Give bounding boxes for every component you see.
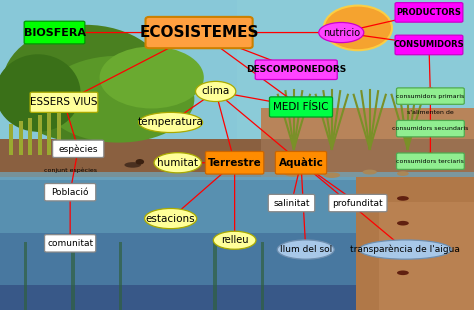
Bar	[47, 112, 51, 155]
Ellipse shape	[363, 170, 377, 175]
Ellipse shape	[397, 221, 409, 226]
Ellipse shape	[145, 209, 197, 229]
FancyBboxPatch shape	[275, 151, 327, 174]
Bar	[0, 177, 474, 310]
Text: conjunt espècies: conjunt espècies	[44, 167, 97, 173]
Text: comunitat: comunitat	[47, 239, 93, 248]
Text: consumidors secundaris: consumidors secundaris	[392, 126, 469, 131]
Text: ESSERS VIUS: ESSERS VIUS	[30, 97, 98, 107]
Ellipse shape	[138, 113, 202, 133]
Bar	[118, 242, 122, 310]
Circle shape	[136, 159, 144, 165]
Text: ECOSISTEMES: ECOSISTEMES	[139, 25, 259, 40]
Bar	[28, 118, 32, 155]
Ellipse shape	[2, 25, 168, 143]
Bar	[261, 242, 264, 310]
Ellipse shape	[124, 162, 141, 168]
Text: salinitat: salinitat	[273, 198, 310, 208]
FancyBboxPatch shape	[268, 194, 315, 212]
Ellipse shape	[277, 240, 334, 259]
FancyBboxPatch shape	[146, 17, 253, 48]
Bar	[0, 172, 474, 180]
FancyBboxPatch shape	[395, 35, 463, 55]
FancyBboxPatch shape	[205, 151, 264, 174]
Text: llum del sol: llum del sol	[280, 245, 332, 254]
FancyBboxPatch shape	[328, 194, 387, 212]
Text: Terrestre: Terrestre	[208, 158, 262, 168]
Bar	[0, 285, 474, 310]
Bar	[261, 161, 474, 177]
Bar	[19, 121, 23, 155]
Bar	[261, 108, 474, 177]
FancyBboxPatch shape	[30, 92, 98, 112]
Ellipse shape	[324, 6, 392, 50]
FancyBboxPatch shape	[396, 153, 464, 169]
FancyBboxPatch shape	[396, 120, 464, 137]
Text: Població: Població	[51, 188, 89, 197]
Ellipse shape	[323, 172, 340, 178]
Ellipse shape	[397, 196, 409, 201]
Ellipse shape	[359, 240, 451, 259]
Ellipse shape	[154, 153, 201, 173]
Bar	[0, 140, 474, 177]
Bar	[24, 242, 27, 310]
Bar	[71, 242, 75, 310]
FancyBboxPatch shape	[269, 97, 333, 117]
Ellipse shape	[397, 171, 409, 176]
Text: consumidors terciaris: consumidors terciaris	[396, 159, 465, 164]
Text: relleu: relleu	[221, 235, 248, 245]
Bar	[0, 0, 474, 149]
Ellipse shape	[397, 270, 409, 275]
Text: DESCOMPONEDORS: DESCOMPONEDORS	[246, 65, 346, 74]
Text: s'alimenten de: s'alimenten de	[407, 110, 454, 115]
Ellipse shape	[43, 56, 194, 143]
Text: MEDI FÍSIC: MEDI FÍSIC	[273, 102, 329, 112]
Bar	[57, 108, 61, 155]
Ellipse shape	[100, 46, 204, 108]
Bar	[237, 0, 474, 149]
Text: temperatura: temperatura	[138, 117, 203, 127]
FancyBboxPatch shape	[45, 184, 96, 201]
Text: consumidors primaris: consumidors primaris	[396, 94, 465, 99]
Text: Aquàtic: Aquàtic	[279, 157, 323, 168]
Ellipse shape	[213, 231, 256, 249]
Text: PRODUCTORS: PRODUCTORS	[397, 8, 461, 17]
FancyBboxPatch shape	[45, 235, 96, 252]
Ellipse shape	[0, 54, 81, 132]
FancyBboxPatch shape	[53, 140, 104, 157]
Text: estacions: estacions	[146, 214, 195, 224]
FancyBboxPatch shape	[396, 88, 464, 104]
Bar	[379, 202, 474, 310]
Text: BIOSFERA: BIOSFERA	[24, 28, 85, 38]
Text: profunditat: profunditat	[333, 198, 383, 208]
Bar	[9, 124, 13, 155]
Text: espècies: espècies	[58, 144, 98, 153]
FancyBboxPatch shape	[255, 60, 337, 79]
FancyBboxPatch shape	[24, 21, 85, 44]
Text: nutricio: nutricio	[323, 28, 360, 38]
FancyBboxPatch shape	[395, 2, 463, 22]
Ellipse shape	[319, 23, 364, 42]
Text: transparència de l'aigua: transparència de l'aigua	[350, 245, 460, 254]
Text: CONSUMIDORS: CONSUMIDORS	[394, 40, 464, 50]
Bar	[213, 242, 217, 310]
Bar	[38, 115, 42, 155]
Ellipse shape	[284, 170, 303, 177]
Ellipse shape	[195, 81, 236, 102]
Bar	[0, 140, 261, 177]
Text: clima: clima	[201, 86, 230, 96]
Ellipse shape	[397, 246, 409, 250]
Bar	[0, 232, 474, 310]
Bar	[356, 177, 474, 310]
Text: humitat: humitat	[157, 158, 198, 168]
